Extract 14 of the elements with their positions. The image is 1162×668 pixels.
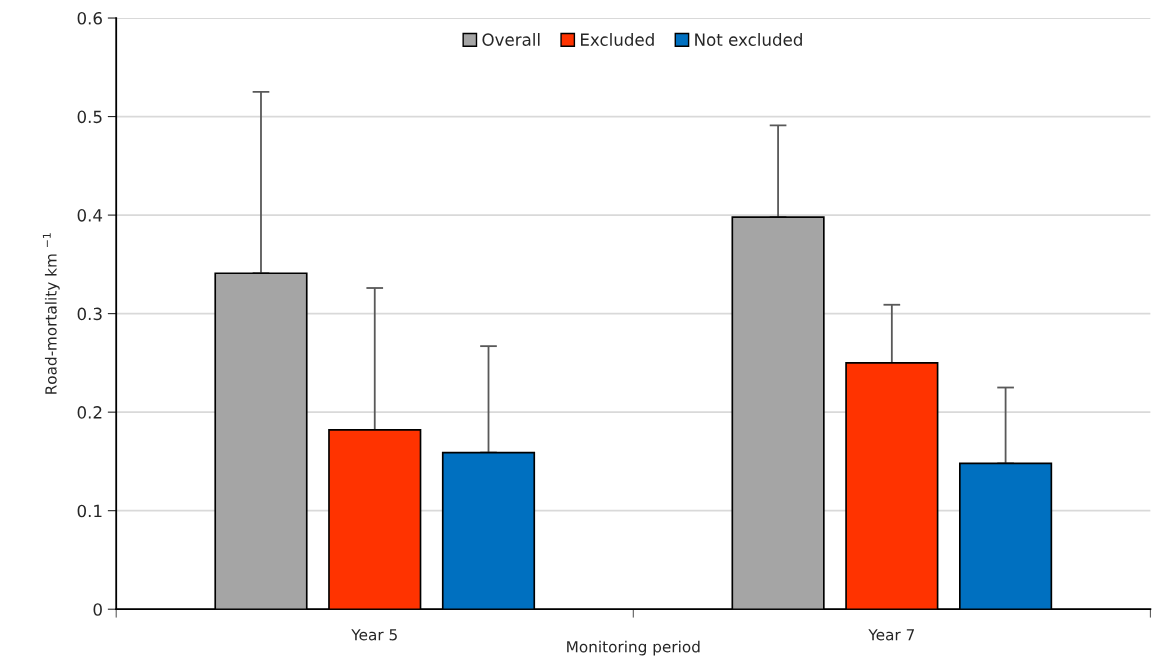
y-tick-label: 0 [93,603,102,616]
x-tick-label: Year 5 [351,629,397,641]
y-tick-label: 0.3 [77,307,102,321]
y-axis-title: Road-mortality km $^{−1}$ [42,233,60,394]
y-tick-label: 0.4 [77,209,103,222]
legend-label: Excluded [581,33,654,46]
y-tick-label: 0.1 [77,504,102,518]
legend-label: Not excluded [695,33,802,46]
y-tick-label: 0.6 [77,12,102,25]
x-axis-title: Monitoring period [567,640,700,656]
y-tick-label: 0.2 [77,406,102,419]
y-tick-label: 0.5 [77,110,102,124]
x-tick-label: Year 7 [868,629,914,641]
legend-label: Overall [482,33,540,46]
